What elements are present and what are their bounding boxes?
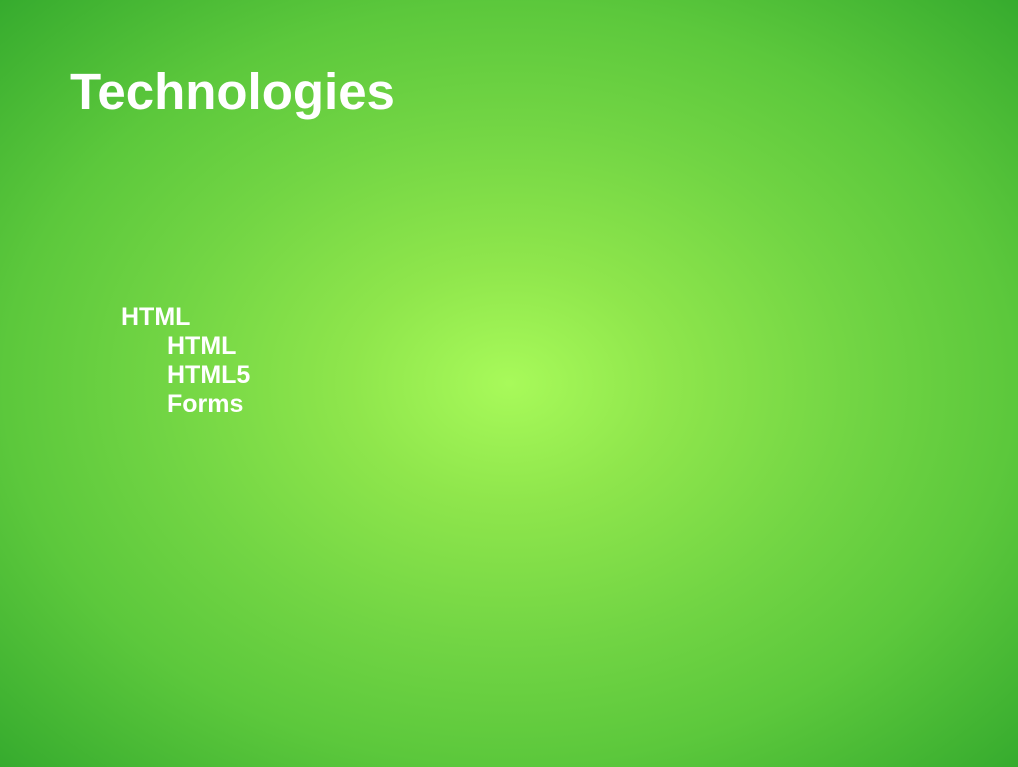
outline-item-label: HTML xyxy=(121,303,191,331)
outline-sub-list: HTML HTML5 Forms xyxy=(121,332,250,419)
slide-title: Technologies xyxy=(70,63,395,120)
sub-item-html5: HTML5 xyxy=(167,361,251,389)
outline-list: HTML HTML HTML5 Forms xyxy=(121,303,250,419)
sub-item-forms: Forms xyxy=(167,390,244,418)
sub-item-html: HTML xyxy=(167,332,237,360)
outline-item-html: HTML HTML HTML5 Forms xyxy=(121,303,250,419)
